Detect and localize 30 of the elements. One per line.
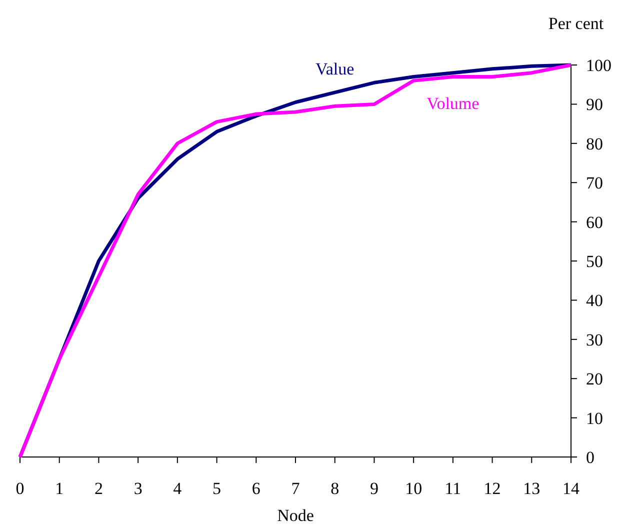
x-tick-label: 7 [291,479,300,498]
x-tick-label: 12 [484,479,501,498]
x-tick-label: 5 [212,479,222,498]
x-tick-label: 2 [94,479,103,498]
y-tick-label: 80 [586,134,603,154]
y-tick-label: 30 [586,330,603,350]
x-tick-label: 13 [523,479,540,498]
y-axis-title: Per cent [548,14,604,33]
y-tick-label: 50 [586,252,603,271]
x-tick-label: 9 [370,479,378,498]
y-tick-label: 40 [586,291,603,310]
y-tick-label: 0 [586,448,594,467]
y-tick-label: 70 [586,174,603,193]
x-tick-label: 3 [134,479,142,498]
x-tick-label: 14 [562,479,580,498]
x-tick-label: 8 [330,479,340,498]
y-tick-label: 10 [586,408,603,428]
x-tick-label: 4 [173,479,182,498]
x-axis-title: Node [277,506,314,525]
x-tick-label: 0 [16,479,24,498]
x-tick-label: 1 [55,479,64,498]
series-label: Value [316,59,354,78]
y-tick-label: 60 [586,212,603,232]
x-tick-label: 11 [444,479,462,498]
y-tick-label: 100 [586,56,612,75]
x-tick-label: 6 [252,479,260,498]
series-label: Volume [426,94,480,113]
x-tick-label: 10 [405,479,422,498]
y-tick-label: 90 [586,95,603,114]
y-tick-label: 20 [586,370,603,389]
